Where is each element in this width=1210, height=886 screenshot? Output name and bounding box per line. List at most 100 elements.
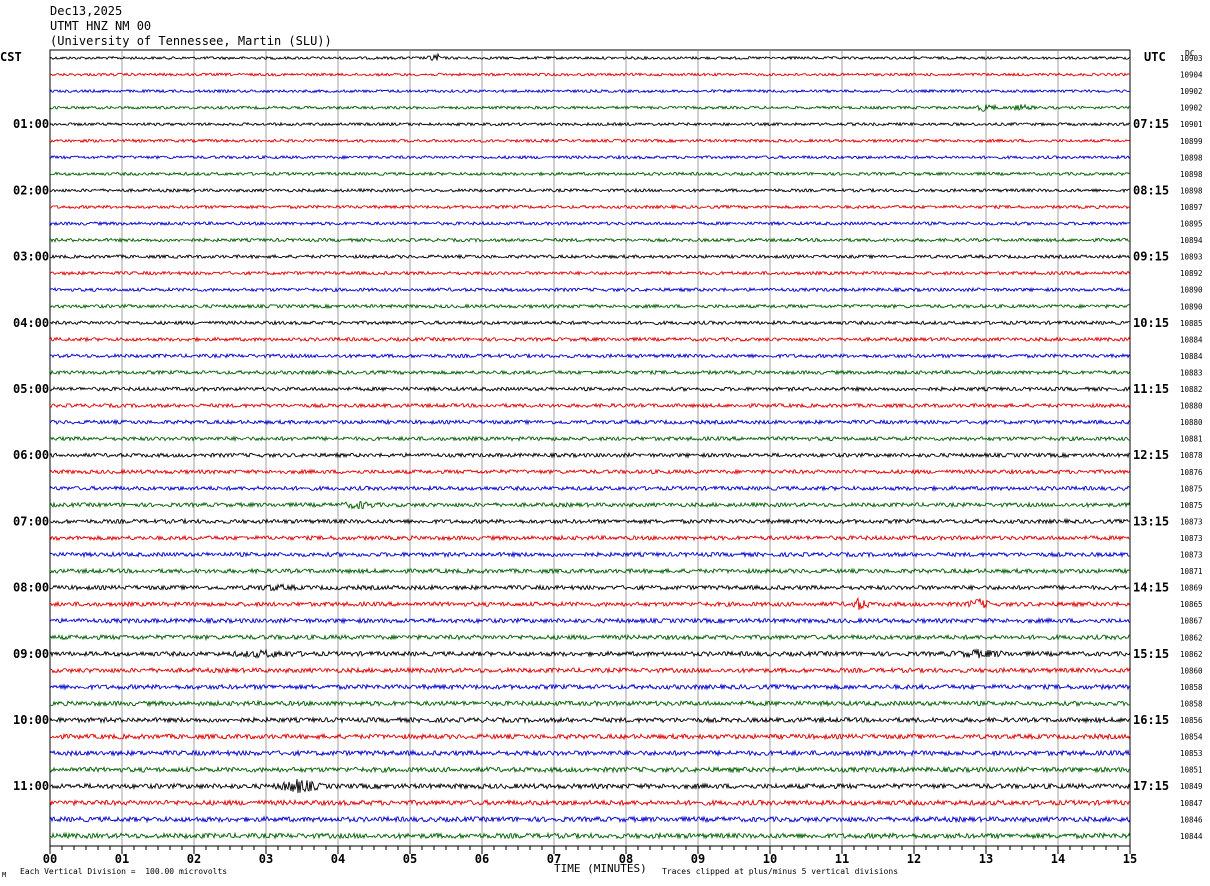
- trace-line: [49, 121, 1131, 127]
- trace-line: [49, 648, 1131, 659]
- trace-line: [49, 369, 1131, 376]
- axis-labels: 00 01 02 03 04 05 06 07 08 09 10 11 12 13 14 15 10903 109…: [13, 54, 1203, 866]
- dc-value-label: 10875: [1180, 501, 1203, 510]
- trace-line: [49, 517, 1131, 526]
- dc-axis-label: DC: [1185, 49, 1195, 58]
- trace-line: [49, 596, 1131, 610]
- dc-value-label: 10862: [1180, 650, 1203, 659]
- dc-value-label: 10881: [1180, 435, 1203, 444]
- x-tick-label: 12: [907, 852, 921, 866]
- trace-line: [49, 52, 1131, 62]
- trace-line: [49, 501, 1131, 510]
- station-code: UTMT HNZ NM 00: [50, 19, 152, 33]
- x-tick-label: 11: [835, 852, 849, 866]
- utc-hour-label: 17:15: [1133, 779, 1169, 793]
- dc-value-label: 10867: [1180, 617, 1203, 626]
- cst-hour-label: 03:00: [13, 250, 49, 264]
- cst-hour-label: 08:00: [13, 581, 49, 595]
- dc-value-label: 10903: [1180, 54, 1203, 63]
- corner-mark: M: [2, 871, 7, 879]
- trace-line: [49, 187, 1130, 194]
- x-tick-label: 10: [763, 852, 777, 866]
- dc-value-label: 10871: [1180, 567, 1203, 576]
- clip-note: Traces clipped at plus/minus 5 vertical …: [662, 867, 899, 876]
- dc-value-label: 10849: [1180, 782, 1203, 791]
- cst-hour-label: 04:00: [13, 316, 49, 330]
- plot-frame: [49, 49, 1131, 847]
- dc-value-label: 10869: [1180, 584, 1203, 593]
- x-tick-label: 09: [691, 852, 705, 866]
- utc-hour-label: 09:15: [1133, 250, 1169, 264]
- dc-value-label: 10854: [1180, 733, 1203, 742]
- dc-value-label: 10873: [1180, 551, 1203, 560]
- trace-line: [49, 567, 1131, 575]
- cst-hour-label: 10:00: [13, 713, 49, 727]
- x-tick-label: 03: [259, 852, 273, 866]
- dc-value-label: 10880: [1180, 402, 1203, 411]
- dc-value-label: 10890: [1180, 286, 1203, 295]
- dc-value-label: 10873: [1180, 534, 1203, 543]
- trace-line: [49, 402, 1131, 409]
- trace-line: [49, 765, 1131, 774]
- utc-hour-label: 10:15: [1133, 316, 1169, 330]
- dc-value-label: 10884: [1180, 352, 1203, 361]
- trace-line: [49, 699, 1131, 708]
- trace-line: [49, 749, 1131, 758]
- trace-line: [49, 798, 1131, 807]
- x-tick-label: 14: [1051, 852, 1065, 866]
- x-tick-label: 00: [43, 852, 57, 866]
- trace-line: [49, 716, 1131, 725]
- cst-hour-label: 11:00: [13, 779, 49, 793]
- utc-axis-label: UTC: [1144, 50, 1166, 64]
- trace-line: [49, 72, 1131, 77]
- trace-line: [49, 103, 1131, 112]
- trace-line: [49, 583, 1131, 592]
- dc-value-label: 10892: [1180, 269, 1203, 278]
- dc-value-label: 10873: [1180, 517, 1203, 526]
- trace-line: [49, 286, 1131, 293]
- cst-hour-label: 06:00: [13, 448, 49, 462]
- dc-value-label: 10895: [1180, 220, 1203, 229]
- x-tick-label: 01: [115, 852, 129, 866]
- dc-value-label: 10844: [1180, 832, 1203, 841]
- trace-line: [49, 779, 1131, 794]
- trace-line: [49, 154, 1131, 160]
- dc-value-label: 10882: [1180, 385, 1203, 394]
- trace-line: [49, 385, 1131, 393]
- trace-line: [49, 683, 1131, 691]
- dc-value-label: 10858: [1180, 683, 1203, 692]
- dc-value-label: 10865: [1180, 600, 1203, 609]
- dc-value-label: 10856: [1180, 716, 1203, 725]
- dc-value-label: 10847: [1180, 799, 1203, 808]
- dc-value-label: 10899: [1180, 137, 1203, 146]
- trace-line: [49, 171, 1131, 177]
- vertical-division-note: Each Vertical Division = 100.00 microvol…: [20, 867, 228, 876]
- dc-value-label: 10880: [1180, 418, 1203, 427]
- trace-line: [49, 550, 1130, 559]
- utc-hour-label: 14:15: [1133, 581, 1169, 595]
- trace-line: [49, 352, 1131, 360]
- dc-value-label: 10894: [1180, 236, 1203, 245]
- x-tick-label: 04: [331, 852, 345, 866]
- trace-line: [49, 815, 1131, 824]
- cst-hour-label: 02:00: [13, 183, 49, 197]
- trace-line: [49, 319, 1131, 326]
- trace-line: [49, 451, 1131, 459]
- cst-hour-label: 05:00: [13, 382, 49, 396]
- dc-value-label: 10885: [1180, 319, 1203, 328]
- dc-value-label: 10875: [1180, 484, 1203, 493]
- x-tick-label: 08: [619, 852, 633, 866]
- trace-line: [49, 237, 1131, 243]
- dc-value-label: 10904: [1180, 71, 1203, 80]
- utc-hour-label: 07:15: [1133, 117, 1169, 131]
- trace-line: [49, 270, 1131, 277]
- dc-value-label: 10878: [1180, 451, 1203, 460]
- dc-value-label: 10898: [1180, 186, 1203, 195]
- utc-hour-label: 11:15: [1133, 382, 1169, 396]
- cst-axis-label: CST: [0, 50, 22, 64]
- trace-line: [49, 616, 1131, 625]
- trace-line: [49, 220, 1131, 227]
- dc-value-label: 10902: [1180, 87, 1203, 96]
- plot-grid: [49, 49, 1131, 854]
